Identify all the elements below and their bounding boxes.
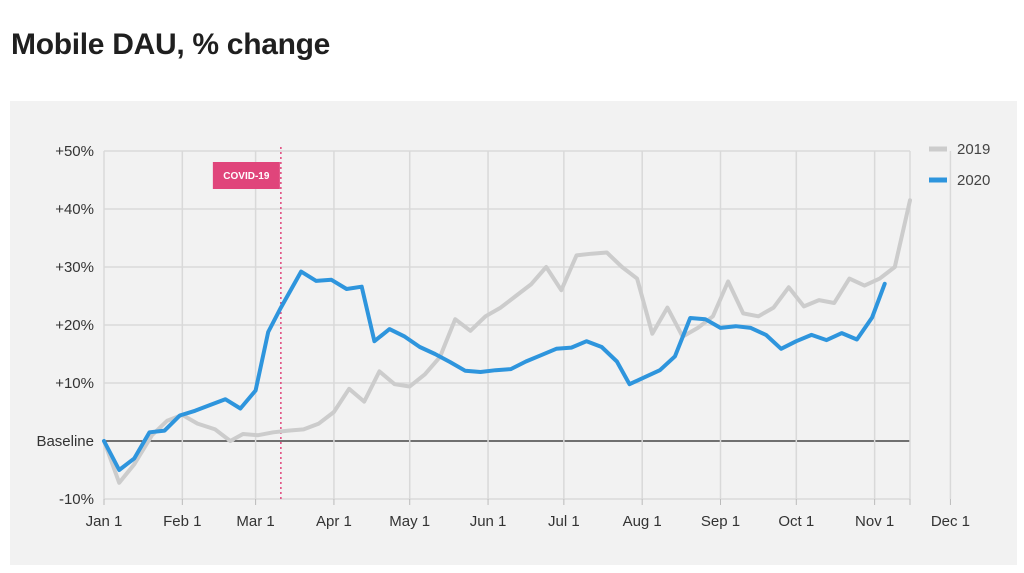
chart-title: Mobile DAU, % change — [11, 28, 331, 61]
x-tick-label: May 1 — [389, 513, 430, 530]
x-tick-label: Jun 1 — [470, 513, 507, 530]
chart-panel — [10, 101, 1017, 565]
x-tick-label: Mar 1 — [236, 513, 274, 530]
y-tick-label: -10% — [59, 491, 94, 508]
x-tick-label: Aug 1 — [623, 513, 662, 530]
y-tick-labels: +50% +40% +30% +20% +10% Baseline -10% — [36, 143, 94, 508]
series-line-2020 — [102, 269, 887, 472]
annotation-layer: COVID-19 — [212, 147, 282, 499]
x-tick-labels: Jan 1 Feb 1 Mar 1 Apr 1 May 1 Jun 1 Jul 1 Aug 1… — [86, 513, 970, 530]
legend: 2019 2020 — [929, 141, 990, 189]
legend-label-2019: 2019 — [957, 141, 990, 158]
x-tick-label: Dec 1 — [931, 513, 970, 530]
covid-badge — [212, 162, 280, 189]
series-line-2019 — [102, 198, 912, 485]
x-tick-label: Nov 1 — [855, 513, 894, 530]
y-tick-label: +40% — [55, 201, 94, 218]
x-tick-label: Sep 1 — [701, 513, 740, 530]
x-tick-label: Oct 1 — [778, 513, 814, 530]
x-tick-label: Jan 1 — [86, 513, 123, 530]
y-tick-label: +30% — [55, 259, 94, 276]
grid-layer — [103, 150, 952, 505]
x-tick-label: Apr 1 — [316, 513, 352, 530]
y-tick-label: Baseline — [36, 433, 94, 450]
series-layer — [102, 198, 912, 485]
y-tick-label: +10% — [55, 375, 94, 392]
y-tick-label: +20% — [55, 317, 94, 334]
x-tick-label: Feb 1 — [163, 513, 201, 530]
x-tick-label: Jul 1 — [548, 513, 580, 530]
legend-label-2020: 2020 — [957, 172, 990, 189]
y-tick-label: +50% — [55, 143, 94, 160]
covid-badge-label: COVID-19 — [223, 171, 270, 182]
